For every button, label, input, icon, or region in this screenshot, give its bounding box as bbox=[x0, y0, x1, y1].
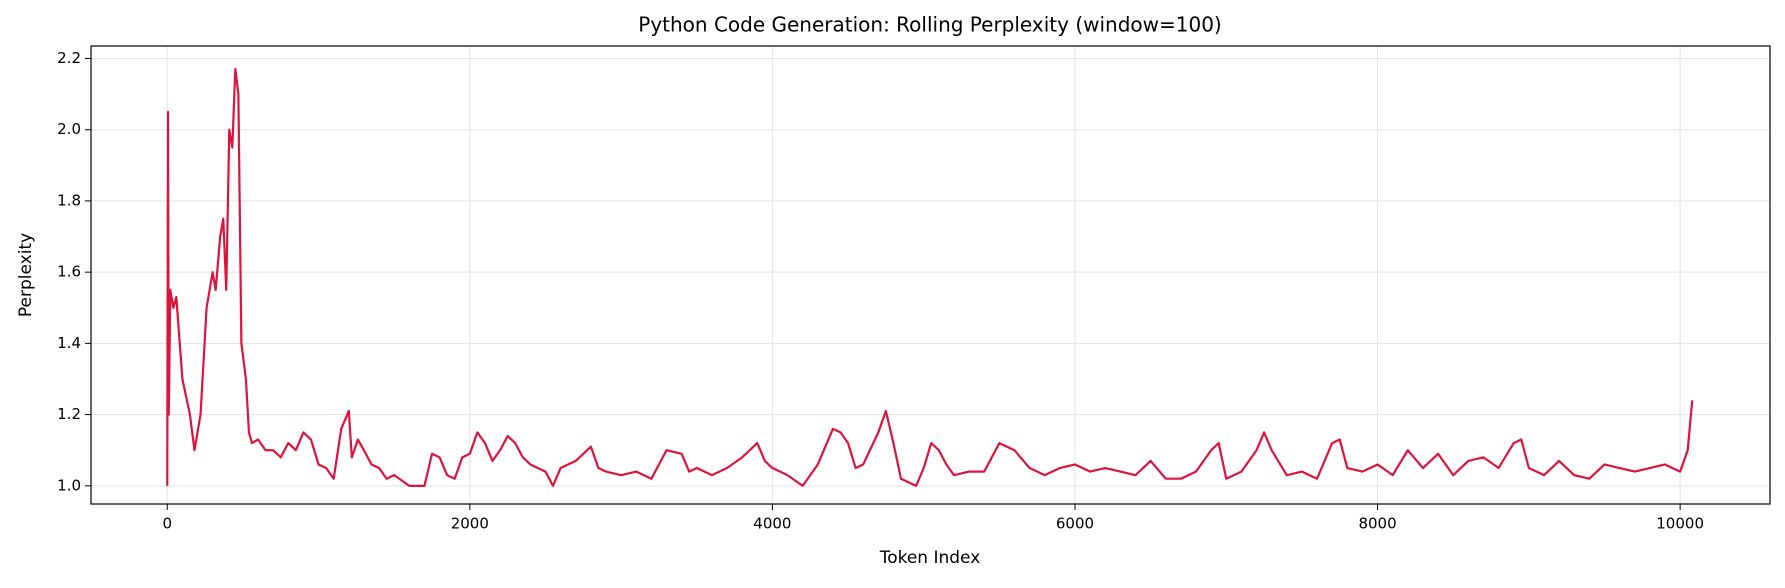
y-tick-label: 1.0 bbox=[57, 476, 81, 494]
x-tick-label: 10000 bbox=[1656, 515, 1704, 533]
grid bbox=[91, 46, 1770, 504]
y-tick-label: 1.6 bbox=[57, 263, 81, 281]
x-tick-label: 0 bbox=[162, 515, 172, 533]
x-axis-label: Token Index bbox=[879, 548, 981, 568]
y-tick-label: 1.4 bbox=[57, 334, 81, 352]
x-tick-label: 8000 bbox=[1358, 515, 1396, 533]
chart-title: Python Code Generation: Rolling Perplexi… bbox=[638, 13, 1221, 37]
y-tick-label: 2.2 bbox=[57, 49, 81, 67]
y-tick-label: 1.2 bbox=[57, 405, 81, 423]
data-line bbox=[166, 68, 1694, 487]
y-tick-label: 2.0 bbox=[57, 120, 81, 138]
x-tick-label: 4000 bbox=[753, 515, 791, 533]
x-tick-label: 2000 bbox=[451, 515, 489, 533]
plot-frame bbox=[90, 45, 1771, 505]
y-tick-label: 1.8 bbox=[57, 191, 81, 209]
x-tick-label: 6000 bbox=[1056, 515, 1094, 533]
y-axis-label: Perplexity bbox=[16, 233, 36, 317]
